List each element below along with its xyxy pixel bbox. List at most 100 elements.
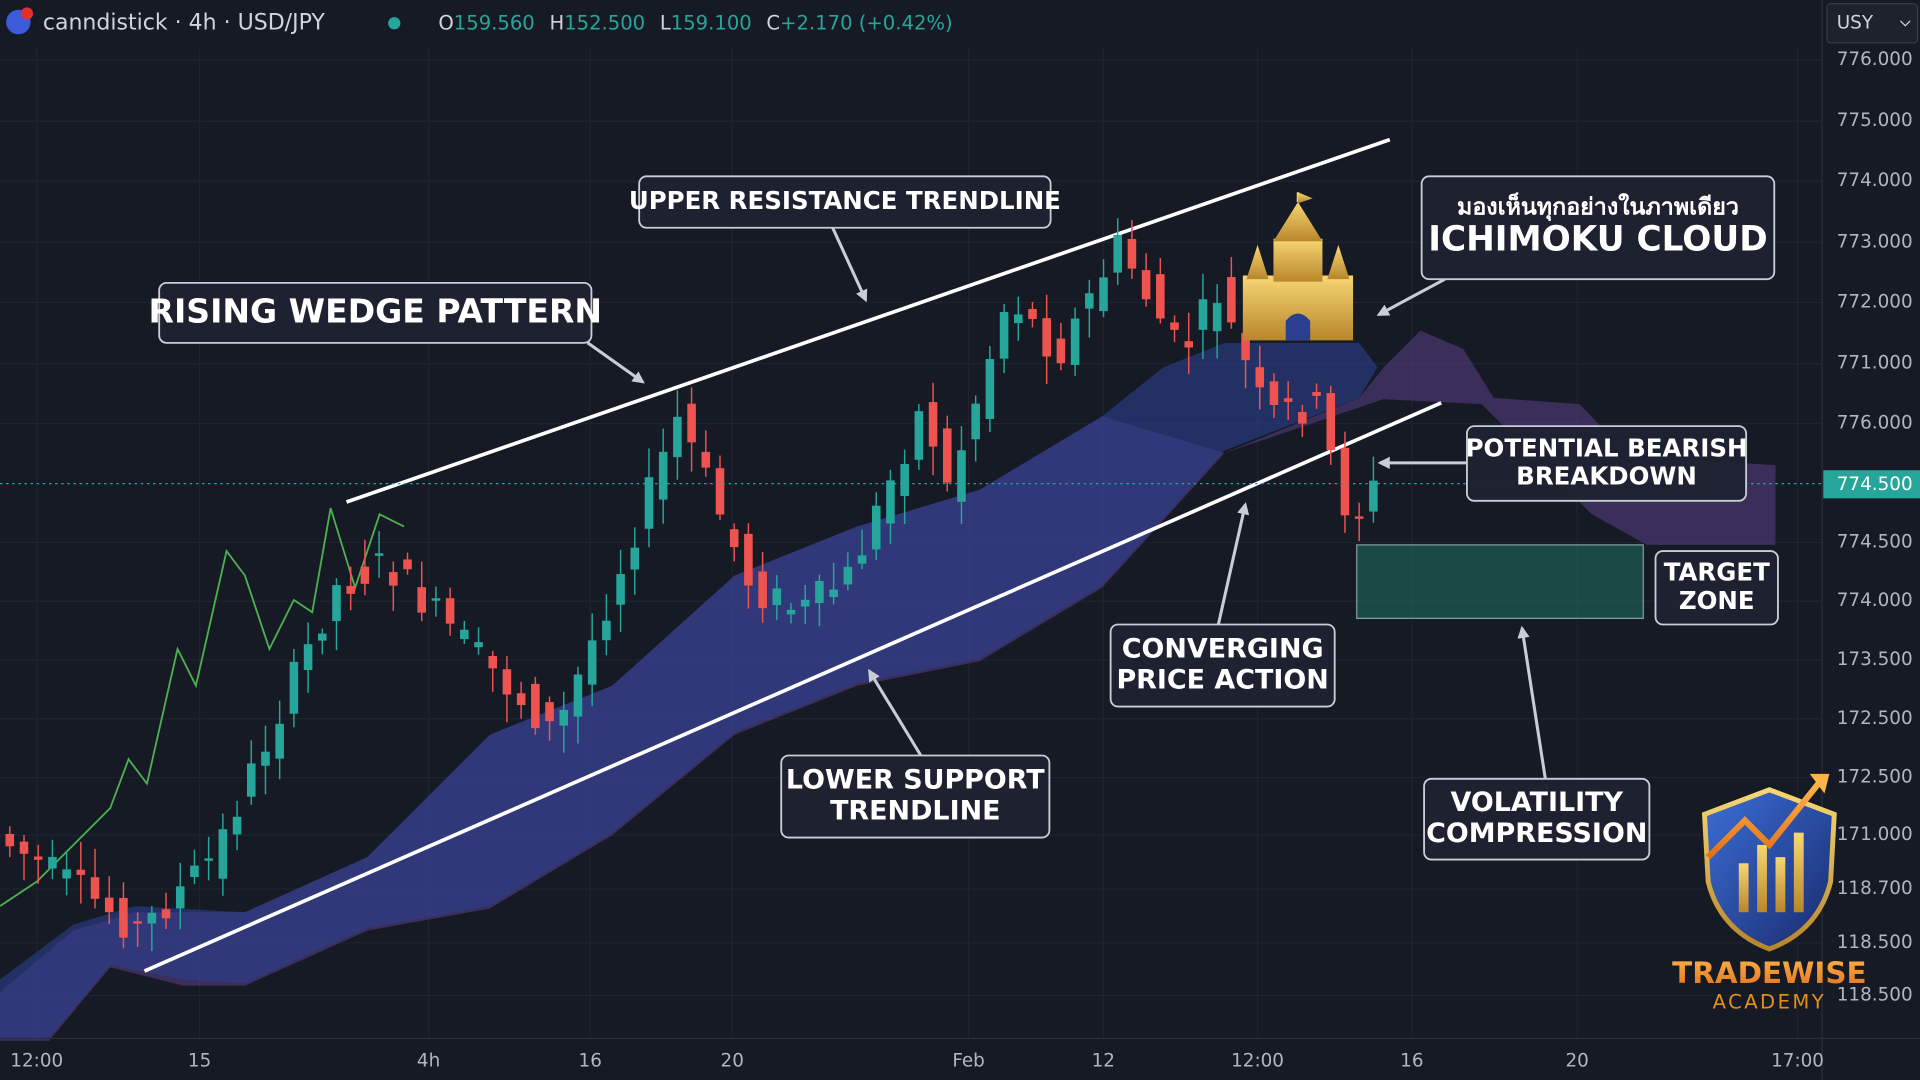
price-label: 171.000: [1837, 824, 1913, 845]
candle-body: [119, 897, 128, 938]
candle-body: [19, 841, 29, 854]
candle-body: [886, 480, 895, 524]
candle-body: [190, 865, 199, 878]
ohlc-value: 159.100: [671, 11, 752, 34]
ohlc-item: L159.100: [660, 11, 752, 34]
annotation-text: COMPRESSION: [1426, 818, 1647, 849]
candles: [5, 218, 1378, 952]
candle-body: [445, 598, 455, 624]
price-label: 772.000: [1837, 291, 1913, 312]
annotation-arrow: [868, 668, 923, 757]
candle-body: [914, 411, 924, 460]
candle-body: [616, 574, 625, 605]
price-label: 118.500: [1837, 932, 1913, 953]
ohlc-label: H: [549, 11, 564, 34]
candle-body: [460, 629, 469, 640]
annotation-text: POTENTIAL BEARISH: [1466, 433, 1748, 462]
candle-body: [1255, 367, 1265, 388]
ohlc-item: C+2.170 (+0.42%): [766, 11, 952, 34]
candle-body: [360, 566, 370, 584]
candle-body: [133, 921, 142, 924]
candle-body: [1227, 277, 1236, 323]
ohlc-value: +2.170 (+0.42%): [780, 11, 953, 34]
annotation-text: ICHIMOKU CLOUD: [1428, 220, 1767, 260]
candle-body: [658, 451, 668, 500]
annotation-text: UPPER RESISTANCE TRENDLINE: [629, 186, 1061, 215]
annotation-box: [1654, 550, 1779, 626]
symbol[interactable]: canndistick · 4h · USD/JPY: [43, 10, 326, 35]
candle-body: [1014, 314, 1023, 324]
ohlc-item: H152.500: [549, 11, 645, 34]
ohlc-label: C: [766, 11, 780, 34]
annotation-box: [780, 754, 1051, 839]
price-label: 172.500: [1837, 767, 1913, 788]
candle-body: [971, 403, 980, 440]
logo: TRADEWISE ACADEMY: [1672, 773, 1867, 1013]
candle-body: [33, 856, 43, 860]
price-label: 774.000: [1837, 170, 1913, 191]
candle-body: [573, 674, 583, 717]
candle-body: [332, 585, 341, 622]
annotation-arrow: [586, 341, 645, 384]
candle-body: [1340, 447, 1350, 516]
price-label: 774.000: [1837, 590, 1913, 611]
time-label: 4h: [417, 1051, 440, 1072]
target-zone: [1356, 544, 1644, 619]
price-label: 173.500: [1837, 649, 1913, 670]
currency-select[interactable]: [1826, 3, 1919, 44]
annotation-arrow: [1517, 625, 1547, 780]
candle-body: [587, 640, 597, 685]
annotation-text: LOWER SUPPORT: [786, 765, 1045, 796]
candle-body: [516, 693, 526, 706]
candle-body: [147, 912, 157, 924]
candle-body: [829, 589, 838, 598]
candle-body: [389, 572, 398, 586]
candle-body: [871, 505, 881, 550]
lagging-span: [0, 507, 405, 907]
candle-body: [1312, 392, 1321, 396]
annotation-text: TRENDLINE: [830, 796, 1000, 827]
candle-body: [232, 816, 242, 835]
time-label: 12:00: [10, 1051, 63, 1072]
annotation-arrow: [1216, 502, 1250, 625]
candle-body: [289, 661, 299, 714]
candle-body: [815, 580, 824, 604]
status-dot: [388, 17, 401, 30]
ohlc-value: 152.500: [564, 11, 645, 34]
candle-body: [1170, 322, 1179, 330]
time-label: 20: [1565, 1051, 1588, 1072]
candle-body: [474, 642, 483, 648]
price-label: 774.500: [1837, 531, 1913, 552]
price-label: 771.000: [1837, 353, 1913, 374]
candle-body: [161, 909, 171, 919]
candle-body: [502, 669, 512, 695]
currency[interactable]: USY: [1837, 12, 1874, 33]
candle-body: [772, 588, 782, 606]
candle-body: [104, 897, 114, 913]
flag-icon: [20, 7, 34, 20]
candle-body: [999, 312, 1009, 359]
price-label: 775.000: [1837, 110, 1913, 131]
candle-body: [957, 450, 966, 502]
annotation-box: [158, 281, 593, 344]
candle-body: [545, 702, 554, 722]
lower-trendline: [143, 401, 1442, 973]
candle-body: [559, 709, 569, 726]
candle-body: [687, 403, 696, 443]
candle-body: [1070, 318, 1080, 365]
candle-body: [857, 555, 867, 564]
annotation-text: CONVERGING: [1122, 634, 1324, 665]
price-label: 776.000: [1837, 413, 1913, 434]
axes: 776.000 775.000 774.000 773.000 772.000 771.0…: [10, 49, 1920, 1072]
price-label: 172.500: [1837, 708, 1913, 729]
candle-body: [644, 477, 654, 529]
candle-body: [1298, 411, 1307, 424]
price-label: 118.700: [1837, 878, 1913, 899]
dropdown-arrow[interactable]: [1899, 20, 1911, 27]
annotation-arrow: [1376, 277, 1446, 317]
candle-body: [843, 566, 853, 585]
annotation-box: [1420, 175, 1776, 281]
candle-body: [800, 599, 810, 607]
candle-body: [1141, 270, 1151, 300]
